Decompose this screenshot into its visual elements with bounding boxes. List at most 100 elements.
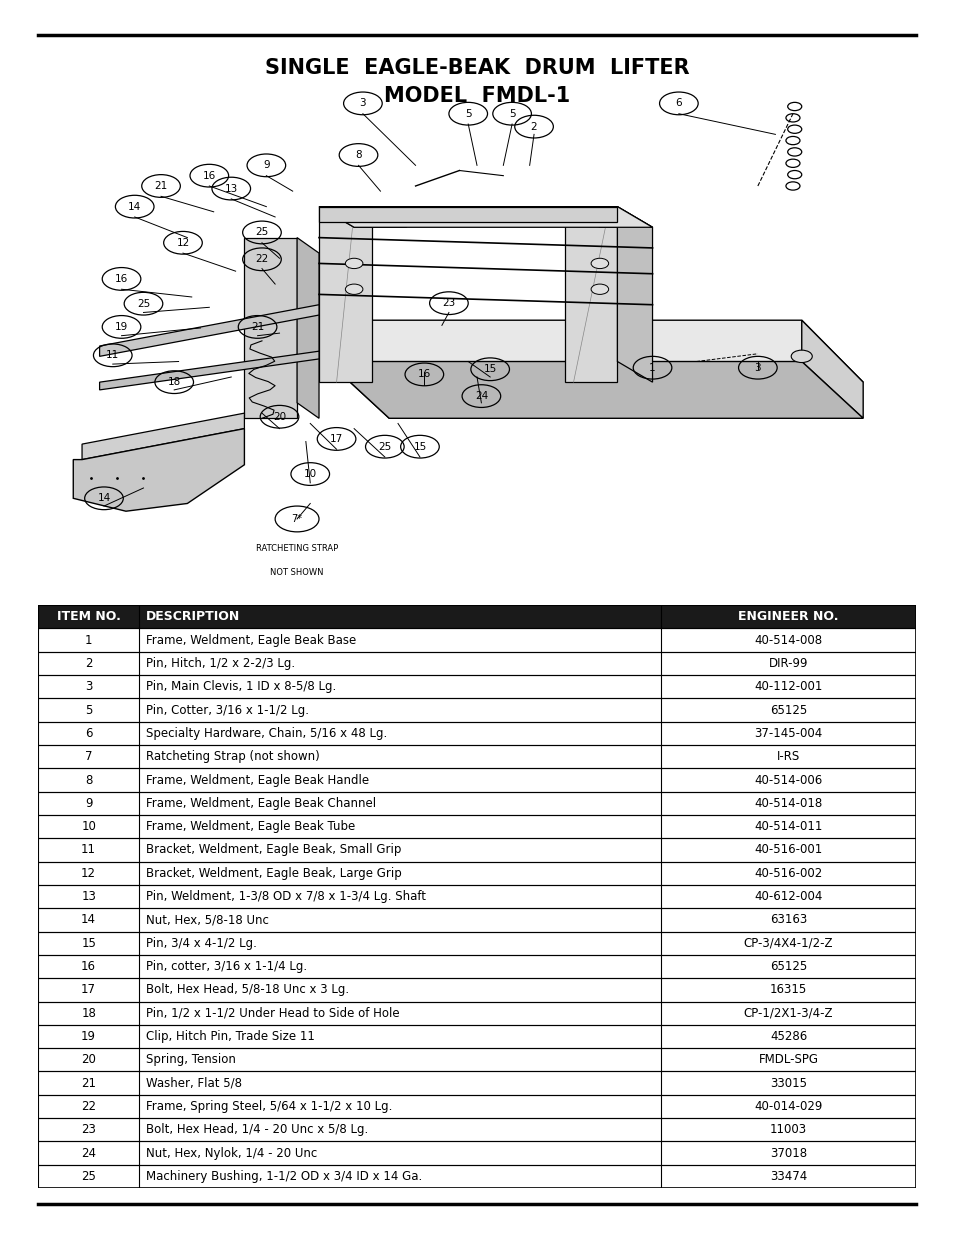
Text: Specialty Hardware, Chain, 5/16 x 48 Lg.: Specialty Hardware, Chain, 5/16 x 48 Lg.	[146, 727, 387, 740]
Text: RATCHETING STRAP: RATCHETING STRAP	[255, 543, 338, 553]
Polygon shape	[99, 305, 318, 357]
Text: 63163: 63163	[769, 914, 806, 926]
FancyBboxPatch shape	[38, 676, 915, 699]
Text: Bracket, Weldment, Eagle Beak, Large Grip: Bracket, Weldment, Eagle Beak, Large Gri…	[146, 867, 401, 879]
Polygon shape	[318, 206, 406, 227]
Text: Pin, 1/2 x 1-1/2 Under Head to Side of Hole: Pin, 1/2 x 1-1/2 Under Head to Side of H…	[146, 1007, 399, 1020]
Text: 5: 5	[464, 109, 471, 119]
Text: 37018: 37018	[769, 1146, 806, 1160]
Text: Nut, Hex, Nylok, 1/4 - 20 Unc: Nut, Hex, Nylok, 1/4 - 20 Unc	[146, 1146, 317, 1160]
Text: Pin, Hitch, 1/2 x 2-2/3 Lg.: Pin, Hitch, 1/2 x 2-2/3 Lg.	[146, 657, 294, 669]
Text: 17: 17	[81, 983, 96, 997]
Text: 14: 14	[128, 201, 141, 211]
Text: 7: 7	[85, 750, 92, 763]
Polygon shape	[296, 237, 318, 419]
Text: 13: 13	[81, 890, 96, 903]
FancyBboxPatch shape	[38, 768, 915, 792]
Text: 21: 21	[154, 182, 168, 191]
Text: Pin, Main Clevis, 1 ID x 8-5/8 Lg.: Pin, Main Clevis, 1 ID x 8-5/8 Lg.	[146, 680, 336, 693]
Text: DESCRIPTION: DESCRIPTION	[146, 610, 240, 624]
Text: 10: 10	[81, 820, 96, 834]
Text: 25: 25	[136, 299, 150, 309]
Text: 33474: 33474	[769, 1170, 806, 1183]
Text: Clip, Hitch Pin, Trade Size 11: Clip, Hitch Pin, Trade Size 11	[146, 1030, 314, 1044]
Text: 20: 20	[273, 411, 286, 421]
Text: Nut, Hex, 5/8-18 Unc: Nut, Hex, 5/8-18 Unc	[146, 914, 269, 926]
Polygon shape	[328, 320, 862, 382]
Polygon shape	[617, 206, 652, 382]
Text: 17: 17	[330, 433, 343, 443]
Polygon shape	[244, 237, 296, 419]
FancyBboxPatch shape	[38, 815, 915, 839]
Polygon shape	[328, 362, 862, 419]
Text: 25: 25	[377, 442, 391, 452]
Text: 6: 6	[675, 99, 681, 109]
Text: 10: 10	[303, 469, 316, 479]
FancyBboxPatch shape	[38, 978, 915, 1002]
Text: 14: 14	[97, 493, 111, 504]
Polygon shape	[564, 206, 617, 382]
FancyBboxPatch shape	[38, 792, 915, 815]
Text: 7*: 7*	[292, 514, 302, 524]
Polygon shape	[564, 206, 652, 227]
Polygon shape	[318, 206, 652, 227]
FancyBboxPatch shape	[38, 839, 915, 862]
Text: 3: 3	[754, 363, 760, 373]
FancyBboxPatch shape	[38, 1049, 915, 1072]
FancyBboxPatch shape	[38, 699, 915, 721]
Text: 40-014-029: 40-014-029	[754, 1100, 821, 1113]
Text: NOT SHOWN: NOT SHOWN	[270, 568, 323, 577]
Text: CP-1/2X1-3/4-Z: CP-1/2X1-3/4-Z	[743, 1007, 833, 1020]
Text: 11: 11	[106, 351, 119, 361]
Text: Bracket, Weldment, Eagle Beak, Small Grip: Bracket, Weldment, Eagle Beak, Small Gri…	[146, 844, 401, 857]
FancyBboxPatch shape	[38, 1141, 915, 1165]
Text: 11003: 11003	[769, 1124, 806, 1136]
FancyBboxPatch shape	[38, 629, 915, 652]
Text: 9: 9	[263, 161, 270, 170]
Text: ENGINEER NO.: ENGINEER NO.	[738, 610, 838, 624]
Text: 16: 16	[114, 274, 128, 284]
Text: I-RS: I-RS	[776, 750, 800, 763]
FancyBboxPatch shape	[38, 931, 915, 955]
FancyBboxPatch shape	[38, 1118, 915, 1141]
Polygon shape	[318, 206, 617, 222]
Text: 5: 5	[85, 704, 92, 716]
Text: 40-514-008: 40-514-008	[754, 634, 821, 647]
Text: 14: 14	[81, 914, 96, 926]
Text: Washer, Flat 5/8: Washer, Flat 5/8	[146, 1077, 242, 1089]
FancyBboxPatch shape	[38, 1094, 915, 1118]
Text: Bolt, Hex Head, 5/8-18 Unc x 3 Lg.: Bolt, Hex Head, 5/8-18 Unc x 3 Lg.	[146, 983, 349, 997]
Text: 40-516-002: 40-516-002	[754, 867, 821, 879]
Polygon shape	[99, 351, 318, 390]
Text: Machinery Bushing, 1-1/2 OD x 3/4 ID x 14 Ga.: Machinery Bushing, 1-1/2 OD x 3/4 ID x 1…	[146, 1170, 422, 1183]
Text: 1: 1	[649, 363, 655, 373]
Polygon shape	[318, 206, 372, 382]
FancyBboxPatch shape	[38, 1025, 915, 1049]
Text: Frame, Weldment, Eagle Beak Tube: Frame, Weldment, Eagle Beak Tube	[146, 820, 355, 834]
Text: Pin, cotter, 3/16 x 1-1/4 Lg.: Pin, cotter, 3/16 x 1-1/4 Lg.	[146, 960, 307, 973]
Text: 40-516-001: 40-516-001	[754, 844, 821, 857]
Text: MODEL  FMDL-1: MODEL FMDL-1	[383, 86, 570, 106]
Text: SINGLE  EAGLE-BEAK  DRUM  LIFTER: SINGLE EAGLE-BEAK DRUM LIFTER	[264, 58, 689, 78]
Text: 23: 23	[81, 1124, 96, 1136]
Text: Pin, Cotter, 3/16 x 1-1/2 Lg.: Pin, Cotter, 3/16 x 1-1/2 Lg.	[146, 704, 309, 716]
Text: 5: 5	[508, 109, 515, 119]
Text: 1: 1	[85, 634, 92, 647]
Text: 40-612-004: 40-612-004	[754, 890, 821, 903]
Text: 23: 23	[442, 298, 456, 309]
Text: Frame, Weldment, Eagle Beak Base: Frame, Weldment, Eagle Beak Base	[146, 634, 356, 647]
Text: DIR-99: DIR-99	[768, 657, 807, 669]
Text: 12: 12	[81, 867, 96, 879]
Text: Pin, 3/4 x 4-1/2 Lg.: Pin, 3/4 x 4-1/2 Lg.	[146, 936, 256, 950]
FancyBboxPatch shape	[38, 605, 915, 629]
FancyBboxPatch shape	[38, 1165, 915, 1188]
Text: 40-514-006: 40-514-006	[754, 773, 821, 787]
Text: Spring, Tension: Spring, Tension	[146, 1053, 235, 1066]
Text: 8: 8	[355, 149, 361, 161]
Text: 40-112-001: 40-112-001	[754, 680, 821, 693]
FancyBboxPatch shape	[38, 721, 915, 745]
Text: Pin, Weldment, 1-3/8 OD x 7/8 x 1-3/4 Lg. Shaft: Pin, Weldment, 1-3/8 OD x 7/8 x 1-3/4 Lg…	[146, 890, 426, 903]
Circle shape	[345, 258, 362, 268]
Text: 8: 8	[85, 773, 92, 787]
Text: 15: 15	[483, 364, 497, 374]
